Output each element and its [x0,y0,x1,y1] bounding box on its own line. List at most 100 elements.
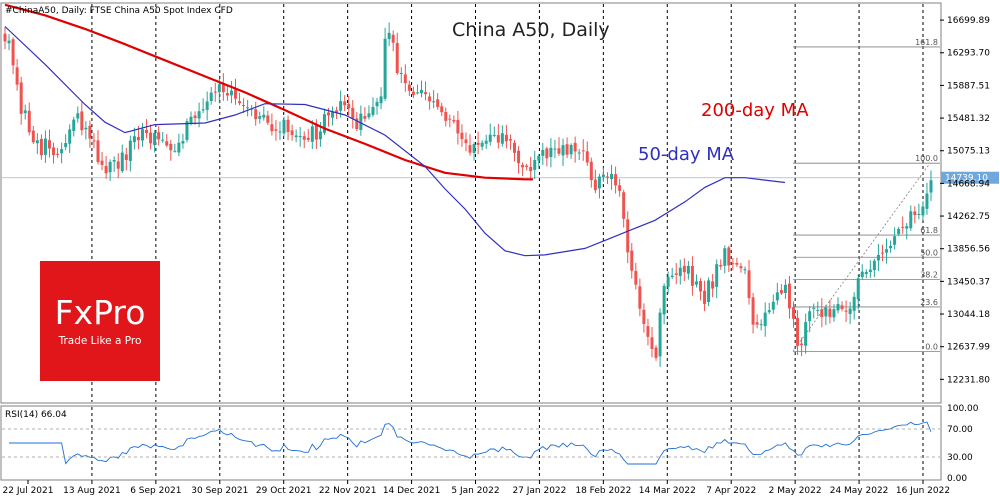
candle-body [254,109,258,120]
candle-body [832,309,836,318]
candle-body [597,176,601,189]
candle-body [419,89,423,94]
candle-body [363,116,367,119]
candle-body [108,161,112,173]
candle-body [233,89,237,99]
candle-body [783,284,787,293]
date-label: 22 Jul 2021 [3,486,54,496]
candle-body [468,145,472,153]
candle-body [525,165,529,167]
candle-body [767,310,771,313]
candle-body [565,144,569,155]
candle-body [322,114,326,133]
candle-body [314,125,318,140]
candle-body [561,145,565,156]
candle-body [213,91,217,93]
candle-body [464,139,468,144]
fib-level-label: 61.8 [920,226,938,235]
candle-body [804,322,808,346]
candle-body [674,273,678,275]
price-tick-label: 14668.94 [947,179,990,189]
candle-body [601,174,605,177]
candle-body [925,193,929,209]
price-tick-label: 16699.89 [947,16,990,26]
candle-body [626,219,630,253]
candle-body [64,143,68,148]
candle-body [755,322,759,325]
candle-body [407,84,411,91]
candle-body [642,309,646,325]
candle-body [812,307,816,309]
candlestick-series[interactable] [3,22,933,367]
price-tick-label: 12231.80 [947,375,990,385]
candle-body [690,266,694,286]
candle-body [258,116,262,119]
candle-body [149,132,153,144]
candle-body [533,159,537,170]
rsi-label: RSI(14) 66.04 [5,410,67,420]
date-label: 13 Aug 2021 [63,486,121,496]
price-tick-label: 16293.70 [947,49,990,59]
chart-title: China A50, Daily [452,19,610,41]
candle-body [136,136,140,141]
candle-body [35,140,39,144]
candle-body [630,250,634,271]
candle-body [326,112,330,116]
candle-body [771,301,775,310]
candle-body [496,135,500,143]
date-label: 24 May 2022 [830,486,889,496]
candle-body [310,126,314,142]
candle-body [739,266,743,269]
candle-body [917,213,921,215]
date-label: 29 Oct 2021 [256,486,312,496]
logo-tagline: Trade Like a Pro [58,335,142,347]
candle-body [593,179,597,191]
candle-body [787,283,791,309]
candle-body [387,32,391,39]
fxpro-logo[interactable]: FxPro Trade Like a Pro [40,261,160,381]
candle-body [197,111,201,119]
fibonacci-retracement[interactable]: 0.0 23.6 38.2 50.0 61.8 100.0 161.8 [792,38,940,352]
ma200-annotation: 200-day MA [701,100,809,121]
candle-body [553,148,557,150]
date-label: 30 Sep 2021 [191,486,248,496]
candle-body [47,140,51,149]
candle-body [339,101,343,111]
candle-body [306,137,310,140]
ma200-series[interactable] [4,3,533,181]
candle-body [573,142,577,152]
candle-body [221,84,225,93]
candle-body [229,90,233,96]
candle-body [808,311,812,322]
candle-body [355,118,359,130]
candle-body [484,140,488,144]
candle-body [391,34,395,43]
candle-body [864,271,868,274]
candle-body [703,290,707,304]
candle-body [15,67,19,85]
candle-body [201,109,205,111]
candle-body [723,248,727,266]
candle-body [242,105,246,107]
candle-body [876,254,880,261]
ma50-series[interactable] [4,26,786,257]
candle-body [909,211,913,229]
candle-body [140,129,144,141]
candle-body [638,286,642,309]
rsi-series[interactable] [9,421,932,465]
candle-body [274,129,278,131]
candle-body [27,110,31,133]
candle-body [52,147,56,156]
current-price-line: 14739.10 [2,171,999,184]
candle-body [577,152,581,154]
candle-body [294,135,298,138]
candle-body [84,127,88,130]
candle-body [343,101,347,106]
candle-body [367,113,371,118]
candle-body [189,116,193,124]
fib-trend-line [792,162,931,352]
candle-body [100,160,104,165]
candle-body [868,269,872,273]
candle-body [658,312,662,357]
